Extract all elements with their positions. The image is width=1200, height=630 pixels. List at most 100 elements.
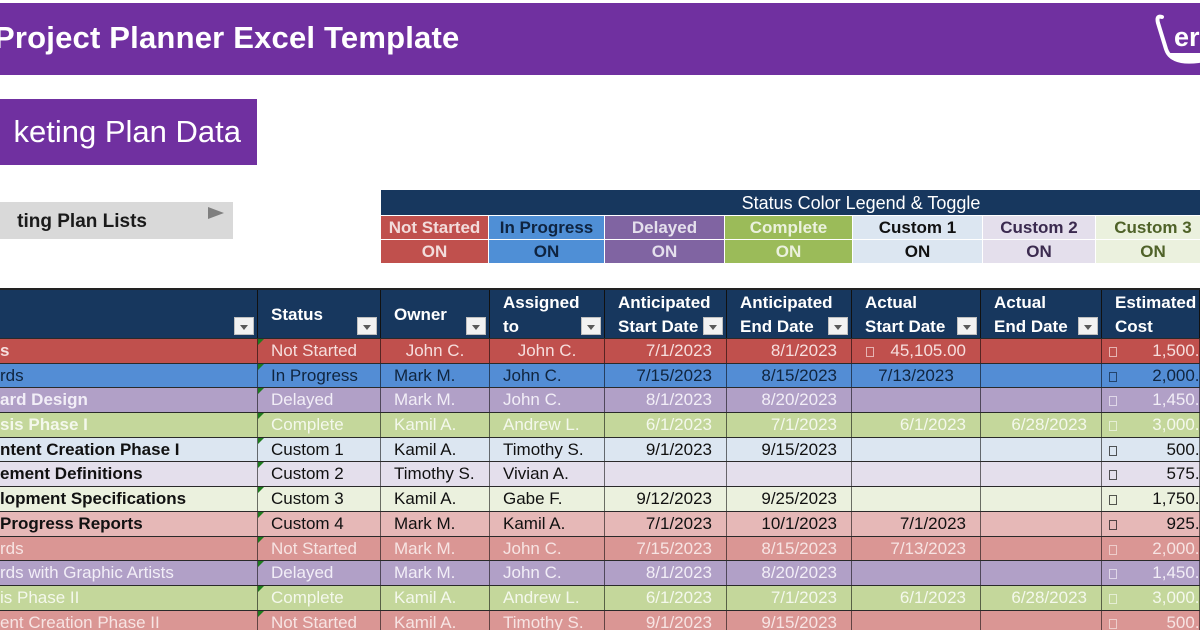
cell-ant-start[interactable]: 6/1/2023 <box>605 413 727 437</box>
cell-owner[interactable]: Kamil A. <box>381 413 490 437</box>
table-row[interactable]: is Phase II Complete Kamil A. Andrew L. … <box>0 584 1200 610</box>
cell-act-end[interactable]: 6/28/2023 <box>981 585 1102 610</box>
cell-status[interactable]: Delayed <box>258 388 381 413</box>
table-row[interactable]: ent Creation Phase II Not Started Kamil … <box>0 609 1200 630</box>
cell-status[interactable]: Delayed <box>258 561 381 585</box>
cell-task[interactable]: sis Phase I <box>0 413 258 437</box>
cell-cost[interactable]: 3,000.0 <box>1102 413 1200 437</box>
cell-assigned[interactable]: Andrew L. <box>490 585 605 610</box>
cell-ant-start[interactable]: 9/12/2023 <box>605 487 727 511</box>
cell-act-start[interactable] <box>852 561 981 585</box>
table-row[interactable]: Progress Reports Custom 4 Mark M. Kamil … <box>0 510 1200 536</box>
cell-ant-end[interactable]: 9/15/2023 <box>727 610 852 630</box>
cell-act-end[interactable] <box>981 511 1102 536</box>
cell-act-end[interactable] <box>981 462 1102 487</box>
cell-task[interactable]: ntent Creation Phase I <box>0 437 258 462</box>
cell-assigned[interactable]: Gabe F. <box>490 487 605 511</box>
cell-act-start[interactable] <box>852 437 981 462</box>
cell-cost[interactable]: 575.0 <box>1102 462 1200 487</box>
cell-owner[interactable]: Timothy S. <box>381 462 490 487</box>
cell-assigned[interactable]: Timothy S. <box>490 610 605 630</box>
cell-act-end[interactable] <box>981 610 1102 630</box>
cell-act-start[interactable]: 45,105.00 <box>852 339 981 363</box>
toggle-complete[interactable]: ON <box>725 239 853 263</box>
cell-cost[interactable]: 1,500.0 <box>1102 339 1200 363</box>
cell-act-start[interactable] <box>852 487 981 511</box>
cell-status[interactable]: Custom 1 <box>258 437 381 462</box>
filter-dropdown-icon[interactable] <box>828 317 848 335</box>
cell-status[interactable]: In Progress <box>258 363 381 388</box>
table-row[interactable]: rds with Graphic Artists Delayed Mark M.… <box>0 560 1200 585</box>
cell-ant-start[interactable]: 9/1/2023 <box>605 610 727 630</box>
cell-owner[interactable]: Mark M. <box>381 536 490 561</box>
cell-ant-end[interactable]: 9/15/2023 <box>727 437 852 462</box>
cell-status[interactable]: Not Started <box>258 339 381 363</box>
filter-dropdown-icon[interactable] <box>1078 317 1098 335</box>
filter-dropdown-icon[interactable] <box>957 317 977 335</box>
cell-task[interactable]: is Phase II <box>0 585 258 610</box>
plan-lists-button[interactable]: ting Plan Lists <box>0 202 233 239</box>
cell-owner[interactable]: Mark M. <box>381 388 490 413</box>
cell-assigned[interactable]: John C. <box>490 363 605 388</box>
table-row[interactable]: rds Not Started Mark M. John C. 7/15/202… <box>0 535 1200 561</box>
cell-act-end[interactable] <box>981 536 1102 561</box>
cell-ant-end[interactable]: 7/1/2023 <box>727 585 852 610</box>
cell-assigned[interactable]: John C. <box>490 536 605 561</box>
cell-assigned[interactable]: John C. <box>490 388 605 413</box>
cell-cost[interactable]: 2,000.0 <box>1102 363 1200 388</box>
cell-act-start[interactable] <box>852 462 981 487</box>
cell-act-end[interactable]: 6/28/2023 <box>981 413 1102 437</box>
cell-owner[interactable]: John C. <box>381 339 490 363</box>
cell-status[interactable]: Complete <box>258 413 381 437</box>
cell-act-end[interactable] <box>981 339 1102 363</box>
cell-ant-start[interactable]: 9/1/2023 <box>605 437 727 462</box>
cell-act-start[interactable] <box>852 388 981 413</box>
cell-owner[interactable]: Kamil A. <box>381 437 490 462</box>
cell-cost[interactable]: 1,750.0 <box>1102 487 1200 511</box>
cell-status[interactable]: Not Started <box>258 610 381 630</box>
cell-ant-end[interactable]: 8/1/2023 <box>727 339 852 363</box>
filter-dropdown-icon[interactable] <box>234 317 254 335</box>
cell-status[interactable]: Custom 2 <box>258 462 381 487</box>
cell-cost[interactable]: 3,000.0 <box>1102 585 1200 610</box>
cell-ant-end[interactable]: 7/1/2023 <box>727 413 852 437</box>
cell-status[interactable]: Not Started <box>258 536 381 561</box>
cell-status[interactable]: Complete <box>258 585 381 610</box>
toggle-custom-1[interactable]: ON <box>853 239 983 263</box>
cell-owner[interactable]: Kamil A. <box>381 487 490 511</box>
toggle-delayed[interactable]: ON <box>605 239 725 263</box>
cell-owner[interactable]: Kamil A. <box>381 610 490 630</box>
cell-assigned[interactable]: John C. <box>490 339 605 363</box>
cell-act-start[interactable]: 6/1/2023 <box>852 585 981 610</box>
cell-ant-end[interactable]: 8/20/2023 <box>727 388 852 413</box>
cell-act-start[interactable] <box>852 610 981 630</box>
toggle-custom-3[interactable]: ON <box>1096 239 1200 263</box>
cell-owner[interactable]: Mark M. <box>381 561 490 585</box>
cell-ant-end[interactable]: 9/25/2023 <box>727 487 852 511</box>
cell-assigned[interactable]: Timothy S. <box>490 437 605 462</box>
table-row[interactable]: ntent Creation Phase I Custom 1 Kamil A.… <box>0 436 1200 462</box>
cell-owner[interactable]: Mark M. <box>381 511 490 536</box>
table-row[interactable]: s Not Started John C. John C. 7/1/2023 8… <box>0 338 1200 363</box>
cell-act-start[interactable]: 6/1/2023 <box>852 413 981 437</box>
cell-cost[interactable]: 500.0 <box>1102 437 1200 462</box>
cell-task[interactable]: ement Definitions <box>0 462 258 487</box>
cell-act-start[interactable]: 7/13/2023 <box>852 363 981 388</box>
cell-assigned[interactable]: Kamil A. <box>490 511 605 536</box>
cell-act-end[interactable] <box>981 437 1102 462</box>
table-row[interactable]: sis Phase I Complete Kamil A. Andrew L. … <box>0 412 1200 437</box>
cell-task[interactable]: lopment Specifications <box>0 487 258 511</box>
table-row[interactable]: lopment Specifications Custom 3 Kamil A.… <box>0 486 1200 511</box>
cell-ant-end[interactable] <box>727 462 852 487</box>
cell-ant-start[interactable] <box>605 462 727 487</box>
cell-ant-start[interactable]: 8/1/2023 <box>605 388 727 413</box>
cell-ant-start[interactable]: 7/1/2023 <box>605 339 727 363</box>
cell-status[interactable]: Custom 4 <box>258 511 381 536</box>
cell-task[interactable]: ent Creation Phase II <box>0 610 258 630</box>
cell-act-end[interactable] <box>981 561 1102 585</box>
cell-ant-end[interactable]: 8/20/2023 <box>727 561 852 585</box>
cell-task[interactable]: rds <box>0 363 258 388</box>
cell-ant-start[interactable]: 7/15/2023 <box>605 536 727 561</box>
cell-task[interactable]: rds <box>0 536 258 561</box>
cell-ant-start[interactable]: 7/1/2023 <box>605 511 727 536</box>
